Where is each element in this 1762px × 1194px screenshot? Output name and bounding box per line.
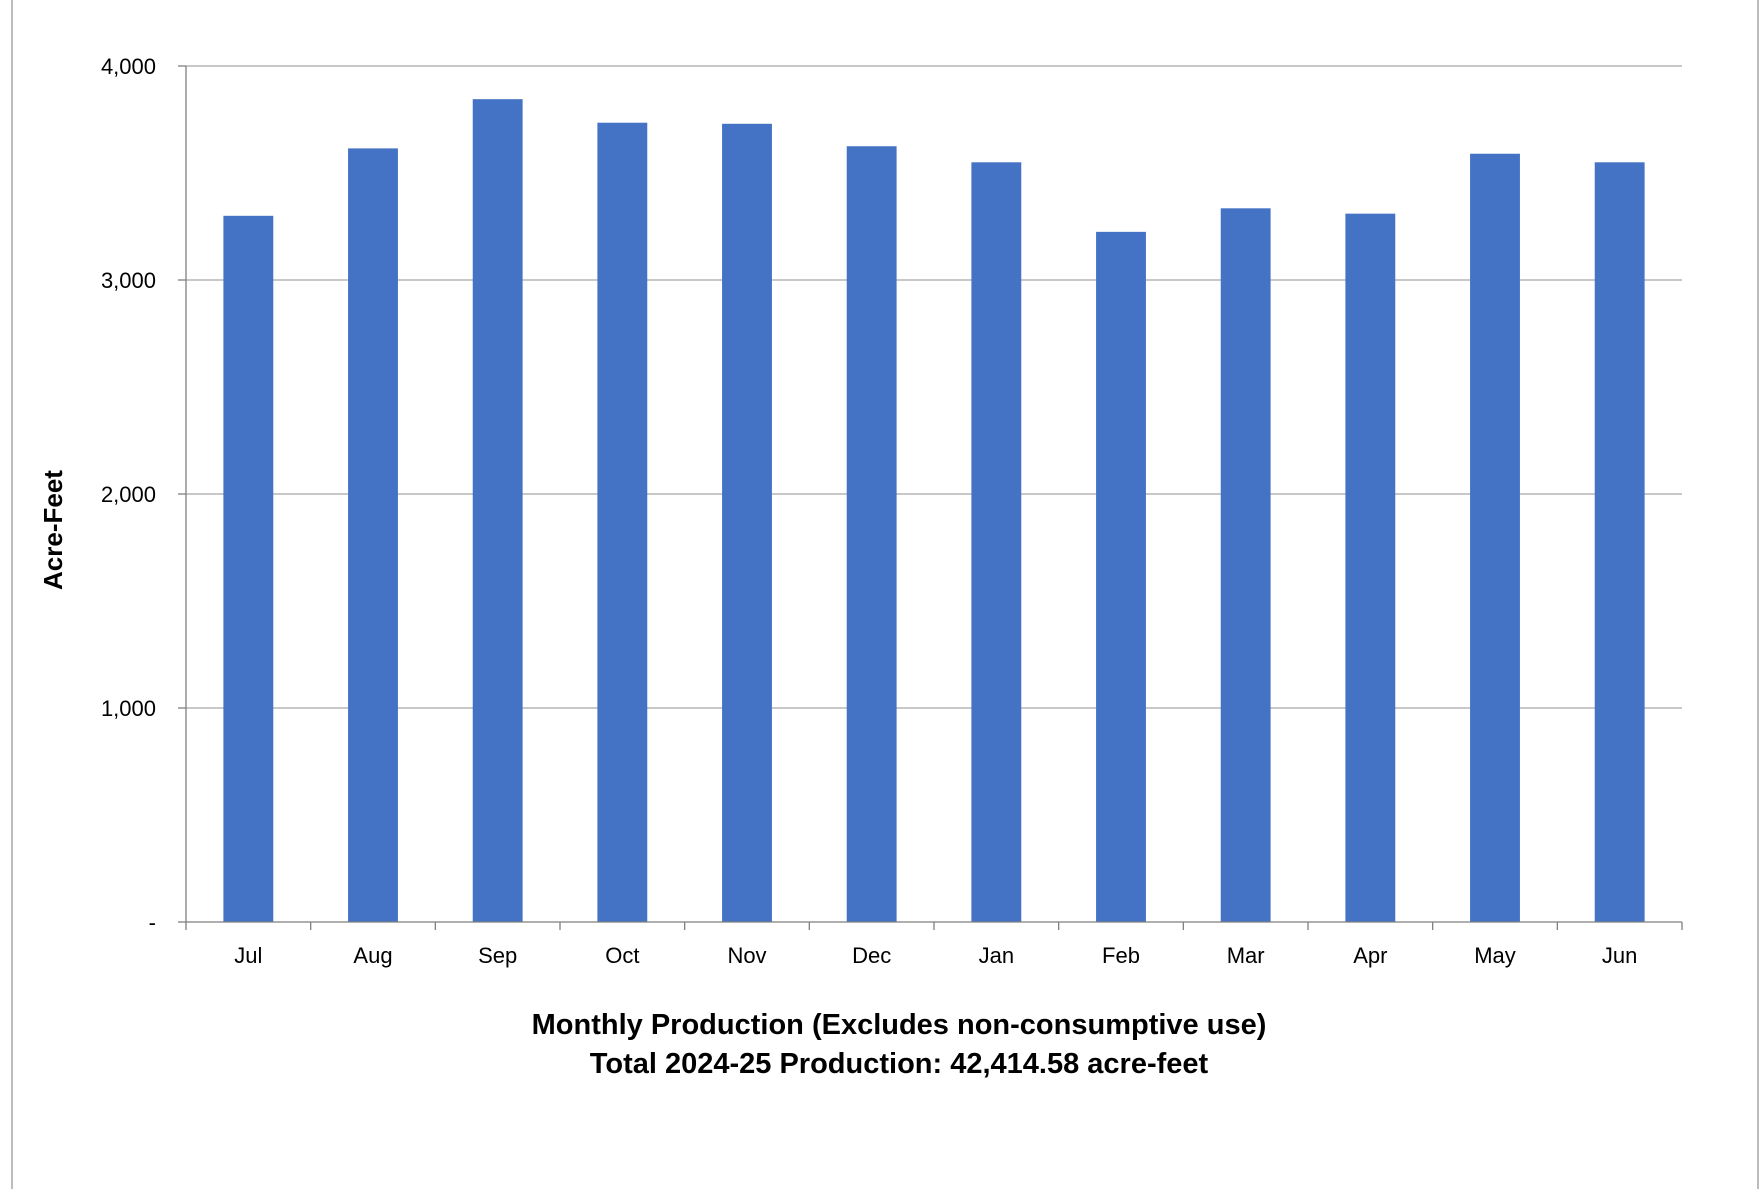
- x-tick-label: Oct: [605, 943, 639, 968]
- bar-nov: [722, 123, 772, 922]
- x-tick-label: Dec: [852, 943, 891, 968]
- y-tick-label: 1,000: [101, 696, 156, 721]
- bar-feb: [1096, 231, 1146, 923]
- bar-mar: [1220, 208, 1271, 922]
- x-tick-label: Mar: [1227, 943, 1265, 968]
- x-tick-labels: Jul Aug Sep Oct Nov Dec Jan Feb Mar Apr May Jun: [234, 943, 1637, 968]
- y-tick-labels: - 1,000 2,000 3,000 4,000: [101, 54, 156, 935]
- bar-jan: [971, 162, 1022, 923]
- bar-jul: [223, 215, 274, 923]
- bars: [223, 99, 1645, 923]
- x-tick-label: May: [1474, 943, 1516, 968]
- bar-sep: [472, 99, 523, 923]
- axes: [178, 65, 1683, 930]
- bar-oct: [597, 122, 648, 922]
- chart-caption-line-2: Total 2024-25 Production: 42,414.58 acre…: [590, 1048, 1209, 1080]
- x-tick-label: Sep: [478, 943, 517, 968]
- x-tick-label: Apr: [1353, 943, 1387, 968]
- x-tick-label: Aug: [353, 943, 392, 968]
- bar-dec: [846, 146, 897, 922]
- x-tick-label: Jan: [979, 943, 1014, 968]
- y-axis-title: Acre-Feet: [38, 470, 68, 590]
- bar-jun: [1594, 162, 1645, 923]
- x-tick-label: Feb: [1102, 943, 1140, 968]
- y-tick-label: 4,000: [101, 54, 156, 79]
- gridlines: [186, 65, 1682, 709]
- bar-aug: [348, 148, 398, 922]
- y-tick-label: -: [149, 910, 156, 935]
- chart-caption-line-1: Monthly Production (Excludes non-consump…: [532, 1009, 1267, 1041]
- x-tick-label: Jul: [234, 943, 262, 968]
- bar-may: [1470, 153, 1520, 923]
- x-tick-label: Jun: [1602, 943, 1637, 968]
- x-tick-label: Nov: [727, 943, 766, 968]
- bar-apr: [1345, 213, 1396, 922]
- y-tick-label: 3,000: [101, 268, 156, 293]
- y-tick-label: 2,000: [101, 482, 156, 507]
